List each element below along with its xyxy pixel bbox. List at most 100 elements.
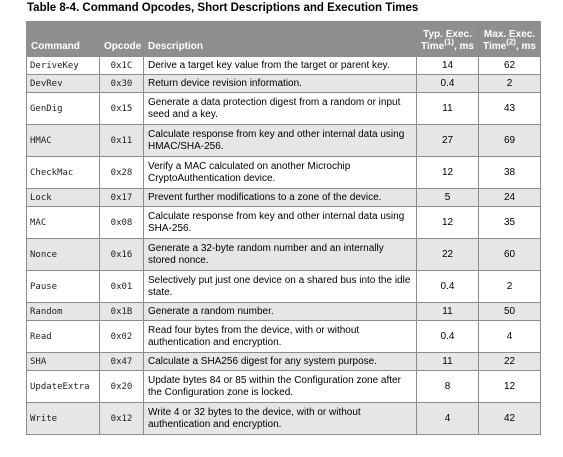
- opcode-cell: 0x17: [99, 188, 144, 207]
- max-time-cell: 12: [478, 370, 541, 403]
- command-cell: Pause: [26, 270, 100, 303]
- description-cell: Write 4 or 32 bytes to the device, with …: [143, 402, 417, 435]
- command-cell: Random: [26, 302, 100, 321]
- command-cell: GenDig: [26, 92, 100, 125]
- description-cell: Calculate response from key and other in…: [143, 206, 417, 239]
- opcode-cell: 0x1B: [99, 302, 144, 321]
- table-row: Nonce 0x16 Generate a 32-byte random num…: [26, 238, 541, 271]
- header-command: Command: [26, 21, 100, 57]
- table-row: Random 0x1B Generate a random number. 11…: [26, 302, 541, 321]
- header-typ-exec-time: Typ. Exec. Time(1), ms: [416, 21, 479, 57]
- table-row: UpdateExtra 0x20 Update bytes 84 or 85 w…: [26, 370, 541, 403]
- typ-time-cell: 5: [416, 188, 479, 207]
- command-cell: CheckMac: [26, 156, 100, 189]
- opcode-cell: 0x12: [99, 402, 144, 435]
- table-row: MAC 0x08 Calculate response from key and…: [26, 206, 541, 239]
- opcode-cell: 0x20: [99, 370, 144, 403]
- command-cell: HMAC: [26, 124, 100, 157]
- description-cell: Prevent further modifications to a zone …: [143, 188, 417, 207]
- header-typ-line2: Time(1), ms: [421, 37, 474, 53]
- header-typ-unit: , ms: [453, 41, 474, 52]
- description-cell: Verify a MAC calculated on another Micro…: [143, 156, 417, 189]
- typ-time-cell: 12: [416, 206, 479, 239]
- typ-time-cell: 11: [416, 352, 479, 371]
- command-cell: MAC: [26, 206, 100, 239]
- description-cell: Generate a 32-byte random number and an …: [143, 238, 417, 271]
- command-cell: SHA: [26, 352, 100, 371]
- header-typ-time: Time: [421, 41, 445, 52]
- header-description: Description: [143, 21, 417, 57]
- command-cell: Read: [26, 320, 100, 353]
- command-cell: DeriveKey: [26, 56, 100, 75]
- opcode-cell: 0x1C: [99, 56, 144, 75]
- opcode-cell: 0x28: [99, 156, 144, 189]
- max-time-cell: 35: [478, 206, 541, 239]
- opcode-cell: 0x16: [99, 238, 144, 271]
- typ-time-cell: 8: [416, 370, 479, 403]
- description-cell: Calculate response from key and other in…: [143, 124, 417, 157]
- typ-time-cell: 14: [416, 56, 479, 75]
- typ-time-cell: 4: [416, 402, 479, 435]
- max-time-cell: 24: [478, 188, 541, 207]
- max-time-cell: 4: [478, 320, 541, 353]
- opcode-cell: 0x02: [99, 320, 144, 353]
- description-cell: Generate a data protection digest from a…: [143, 92, 417, 125]
- table-row: DeriveKey 0x1C Derive a target key value…: [26, 56, 541, 75]
- table-caption: Table 8-4. Command Opcodes, Short Descri…: [27, 2, 419, 14]
- typ-time-cell: 12: [416, 156, 479, 189]
- table-row: Write 0x12 Write 4 or 32 bytes to the de…: [26, 402, 541, 435]
- command-cell: Write: [26, 402, 100, 435]
- header-max-time: Time: [483, 41, 507, 52]
- typ-time-cell: 22: [416, 238, 479, 271]
- table-row: Read 0x02 Read four bytes from the devic…: [26, 320, 541, 353]
- table-row: SHA 0x47 Calculate a SHA256 digest for a…: [26, 352, 541, 371]
- footnote-ref-1[interactable]: (1): [444, 37, 454, 47]
- opcode-cell: 0x08: [99, 206, 144, 239]
- max-time-cell: 62: [478, 56, 541, 75]
- command-cell: Lock: [26, 188, 100, 207]
- command-opcodes-table: Command Opcode Description Typ. Exec. Ti…: [26, 21, 541, 435]
- command-cell: Nonce: [26, 238, 100, 271]
- header-max-unit: , ms: [515, 41, 536, 52]
- max-time-cell: 22: [478, 352, 541, 371]
- header-max-line1: Max. Exec.: [483, 29, 536, 40]
- header-max-line2: Time(2), ms: [483, 37, 536, 53]
- max-time-cell: 43: [478, 92, 541, 125]
- typ-time-cell: 0.4: [416, 74, 479, 93]
- opcode-cell: 0x47: [99, 352, 144, 371]
- max-time-cell: 2: [478, 270, 541, 303]
- command-cell: DevRev: [26, 74, 100, 93]
- description-cell: Selectively put just one device on a sha…: [143, 270, 417, 303]
- table-row: CheckMac 0x28 Verify a MAC calculated on…: [26, 156, 541, 189]
- table-row: Lock 0x17 Prevent further modifications …: [26, 188, 541, 207]
- max-time-cell: 42: [478, 402, 541, 435]
- table-header-row: Command Opcode Description Typ. Exec. Ti…: [26, 21, 541, 57]
- max-time-cell: 38: [478, 156, 541, 189]
- footnote-ref-2[interactable]: (2): [506, 37, 516, 47]
- max-time-cell: 2: [478, 74, 541, 93]
- typ-time-cell: 27: [416, 124, 479, 157]
- table-row: DevRev 0x30 Return device revision infor…: [26, 74, 541, 93]
- table-row: Pause 0x01 Selectively put just one devi…: [26, 270, 541, 303]
- max-time-cell: 60: [478, 238, 541, 271]
- description-cell: Generate a random number.: [143, 302, 417, 321]
- typ-time-cell: 11: [416, 302, 479, 321]
- header-opcode: Opcode: [99, 21, 144, 57]
- opcode-cell: 0x11: [99, 124, 144, 157]
- description-cell: Update bytes 84 or 85 within the Configu…: [143, 370, 417, 403]
- command-cell: UpdateExtra: [26, 370, 100, 403]
- typ-time-cell: 0.4: [416, 320, 479, 353]
- header-max-exec-time: Max. Exec. Time(2), ms: [478, 21, 541, 57]
- table-row: HMAC 0x11 Calculate response from key an…: [26, 124, 541, 157]
- description-cell: Read four bytes from the device, with or…: [143, 320, 417, 353]
- header-typ-line1: Typ. Exec.: [423, 29, 472, 40]
- typ-time-cell: 0.4: [416, 270, 479, 303]
- opcode-cell: 0x30: [99, 74, 144, 93]
- opcode-cell: 0x15: [99, 92, 144, 125]
- opcode-cell: 0x01: [99, 270, 144, 303]
- max-time-cell: 50: [478, 302, 541, 321]
- description-cell: Derive a target key value from the targe…: [143, 56, 417, 75]
- description-cell: Calculate a SHA256 digest for any system…: [143, 352, 417, 371]
- table-row: GenDig 0x15 Generate a data protection d…: [26, 92, 541, 125]
- description-cell: Return device revision information.: [143, 74, 417, 93]
